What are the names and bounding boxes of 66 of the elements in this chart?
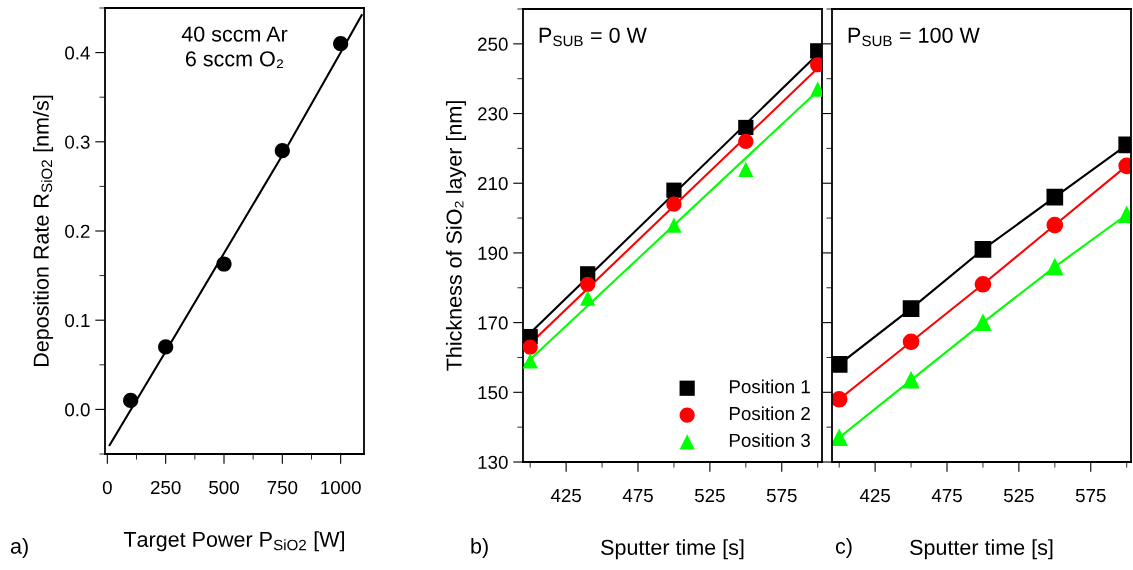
x-tick-label: 525 [1003, 488, 1034, 503]
y-tick-label: 0.0 [65, 403, 90, 417]
point [832, 356, 848, 373]
text: b) [471, 537, 488, 559]
x-tick-label: 575 [766, 489, 797, 503]
point [974, 241, 992, 258]
point [832, 429, 848, 446]
point [666, 217, 682, 233]
x-axis-title: Sputter time [s] [601, 539, 744, 560]
point [333, 36, 349, 52]
point [523, 339, 538, 355]
x-tick-label: 475 [931, 489, 962, 503]
x-axis-title: Sputter time [s] [910, 539, 1053, 560]
y-axis-title: Thickness of SiO₂ layer [nm] [445, 101, 467, 371]
x-tick-label: 425 [859, 488, 890, 503]
point [832, 390, 848, 408]
x-tick-label: 0 [102, 480, 112, 495]
y-tick-label: 130 [478, 455, 508, 469]
annotation: P$_{SUB}$ = 100 W [848, 27, 980, 47]
x-tick-label: 250 [150, 480, 181, 495]
text: c) [835, 537, 852, 559]
x-tick-label: 525 [694, 488, 725, 503]
point [738, 119, 754, 136]
x-tick-label: 750 [267, 480, 298, 495]
point [666, 182, 682, 198]
point [1046, 188, 1064, 206]
point [902, 333, 920, 351]
y-tick-label: 250 [478, 37, 508, 51]
y-tick-label: 0.2 [65, 224, 90, 238]
x-tick-label: 1000 [321, 480, 361, 495]
point [216, 256, 232, 272]
point [580, 290, 596, 306]
legend-label: Position 2 [729, 406, 810, 421]
point [666, 196, 682, 212]
text: a) [10, 537, 28, 559]
annotation: 40 sccm Ar 6 sccm O₂ [181, 26, 288, 69]
x-tick-label: 500 [209, 480, 239, 495]
x-tick-label: 475 [622, 489, 653, 503]
x-tick-label: 425 [550, 488, 581, 503]
point [123, 392, 139, 409]
y-tick-label: 0.3 [65, 135, 90, 149]
y-tick-label: 170 [478, 316, 508, 330]
point [274, 143, 290, 159]
legend-label: Position 3 [729, 433, 810, 448]
point [738, 133, 754, 150]
point [158, 339, 174, 355]
point [974, 275, 992, 293]
y-tick-label: 0.4 [65, 46, 90, 60]
y-tick-label: 210 [478, 176, 508, 191]
x-axis-title: Target Power P$_{SiO2}$ [W] [123, 531, 344, 552]
point [902, 300, 920, 318]
point [738, 161, 754, 177]
point [974, 314, 992, 331]
annotation: P$_{SUB}$ = 0 W [539, 27, 647, 47]
point [1046, 258, 1064, 276]
y-tick-label: 230 [478, 107, 508, 121]
point [1046, 216, 1064, 234]
point [523, 353, 538, 369]
y-tick-label: 190 [478, 246, 508, 260]
y-axis-title: Deposition Rate R$_{SiO2}$ [nm/s] [33, 95, 54, 367]
x-tick-label: 575 [1075, 489, 1106, 503]
y-tick-label: 0.1 [65, 313, 90, 328]
y-tick-label: 150 [478, 386, 508, 400]
point [902, 371, 920, 389]
legend-label: Position 1 [729, 379, 810, 394]
point [580, 276, 596, 292]
